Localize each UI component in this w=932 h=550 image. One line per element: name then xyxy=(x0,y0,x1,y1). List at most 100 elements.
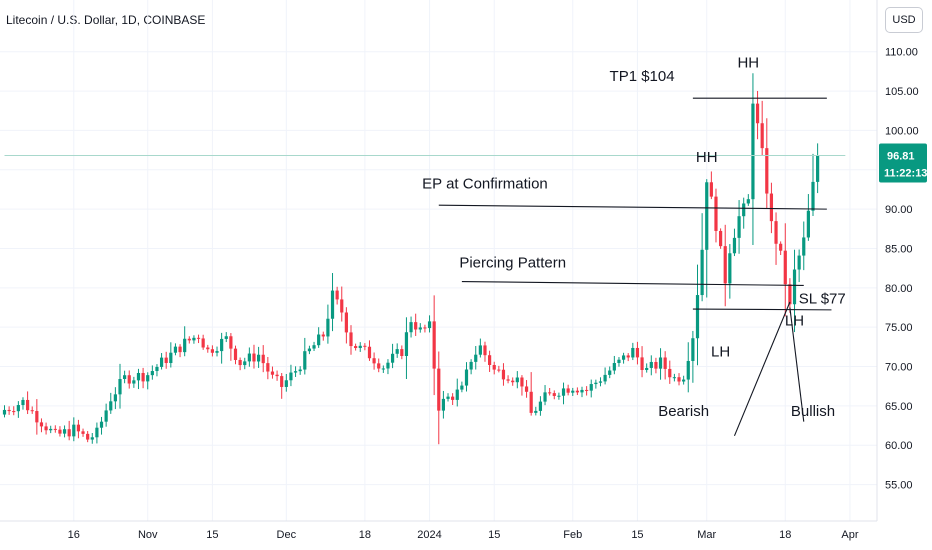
candle-body xyxy=(677,377,681,382)
candle-body xyxy=(594,382,598,385)
candle-body xyxy=(432,321,436,369)
label-sl[interactable]: SL $77 xyxy=(799,291,846,308)
candle-body xyxy=(719,230,723,247)
x-tick-label: 18 xyxy=(779,529,791,541)
last-price-value: 96.81 xyxy=(887,151,915,163)
candle-body xyxy=(49,428,53,431)
candle-body xyxy=(529,391,533,413)
candle-body xyxy=(691,338,695,361)
candle-body xyxy=(543,392,547,402)
candle-body xyxy=(173,346,178,353)
candle-body xyxy=(386,362,390,369)
candle-body xyxy=(806,210,810,238)
candle-body xyxy=(243,361,247,366)
bullish-line[interactable] xyxy=(789,307,805,422)
label-piercing[interactable]: Piercing Pattern xyxy=(459,254,566,271)
candle-body xyxy=(238,359,242,366)
candle-body xyxy=(113,394,117,402)
candle-body xyxy=(270,371,275,375)
candle-body xyxy=(769,193,774,222)
candle-body xyxy=(469,361,473,370)
label-lh-left[interactable]: LH xyxy=(711,343,730,360)
candle-body xyxy=(298,369,302,372)
candle-body xyxy=(732,237,737,254)
currency-button[interactable]: USD xyxy=(885,7,923,33)
candle-body xyxy=(654,361,658,369)
candle-body xyxy=(645,367,649,370)
candle-body xyxy=(501,369,506,380)
candle-body xyxy=(26,399,30,411)
candle-body xyxy=(635,347,640,358)
candle-body xyxy=(132,380,136,384)
x-tick-label: Nov xyxy=(138,529,158,541)
y-tick-label: 70.00 xyxy=(885,362,913,374)
candle-body xyxy=(62,429,67,434)
candles xyxy=(2,73,820,445)
candle-body xyxy=(746,199,750,204)
candle-body xyxy=(293,371,298,373)
candle-body xyxy=(404,332,409,357)
candle-body xyxy=(774,221,778,244)
candle-body xyxy=(668,368,672,378)
candle-body xyxy=(252,353,256,362)
candle-body xyxy=(672,377,676,379)
candle-body xyxy=(2,409,7,415)
candle-body xyxy=(658,357,663,369)
candle-body xyxy=(35,411,39,423)
candle-body xyxy=(118,379,122,395)
candle-body xyxy=(755,103,760,124)
candle-body xyxy=(367,346,372,359)
candle-body xyxy=(307,348,312,352)
label-ep[interactable]: EP at Confirmation xyxy=(422,176,548,193)
candle-body xyxy=(400,349,404,357)
label-tp1[interactable]: TP1 $104 xyxy=(610,68,675,85)
label-bullish[interactable]: Bullish xyxy=(791,403,835,420)
candle-body xyxy=(326,318,330,337)
y-tick-label: 90.00 xyxy=(885,204,913,216)
candle-body xyxy=(229,336,233,349)
price-axis[interactable]: 55.00 60.00 65.00 70.00 75.00 80.00 85.00 90.00… xyxy=(876,0,919,521)
candle-body xyxy=(233,348,238,360)
candle-body xyxy=(196,337,201,339)
label-lh-right[interactable]: LH xyxy=(785,313,804,330)
candle-body xyxy=(603,374,607,382)
chart-title: Litecoin / U.S. Dollar, 1D, COINBASE xyxy=(6,13,206,27)
time-axis[interactable]: 16 Nov 15 Dec 18 2024 15 Feb 15 Mar 18 Apr xyxy=(0,520,877,541)
sl-line[interactable] xyxy=(692,308,832,311)
candle-body xyxy=(506,379,510,381)
candle-body xyxy=(354,346,358,349)
candle-body xyxy=(779,243,783,251)
label-hh-top[interactable]: HH xyxy=(737,54,759,71)
x-tick-label: Feb xyxy=(563,529,582,541)
x-tick-label: 18 xyxy=(359,529,371,541)
candle-body xyxy=(104,410,108,422)
candle-body xyxy=(372,358,376,364)
candle-body xyxy=(792,269,797,305)
candle-body xyxy=(737,216,741,238)
candle-body xyxy=(538,401,543,411)
candle-body xyxy=(58,429,62,434)
piercing-line[interactable] xyxy=(461,280,804,287)
candle-body xyxy=(280,376,284,387)
candle-body xyxy=(552,393,556,396)
label-bearish[interactable]: Bearish xyxy=(658,403,709,420)
candle-body xyxy=(206,347,210,350)
candle-body xyxy=(446,396,450,399)
candle-body xyxy=(409,322,413,333)
candle-body xyxy=(210,349,214,353)
candle-body xyxy=(423,327,427,329)
candle-body xyxy=(640,357,644,370)
candle-body xyxy=(418,327,422,330)
candle-body xyxy=(802,237,806,256)
bearish-line[interactable] xyxy=(733,301,791,437)
x-tick-label: 15 xyxy=(206,529,218,541)
last-price-badge: 96.81 11:22:13 xyxy=(879,143,927,183)
label-hh-mid[interactable]: HH xyxy=(696,149,718,166)
ep-line[interactable] xyxy=(438,204,827,210)
candle-body xyxy=(261,354,265,364)
candle-body xyxy=(561,388,566,396)
candle-body xyxy=(520,377,524,387)
candle-body xyxy=(266,363,270,372)
y-tick-label: 110.00 xyxy=(885,47,918,59)
